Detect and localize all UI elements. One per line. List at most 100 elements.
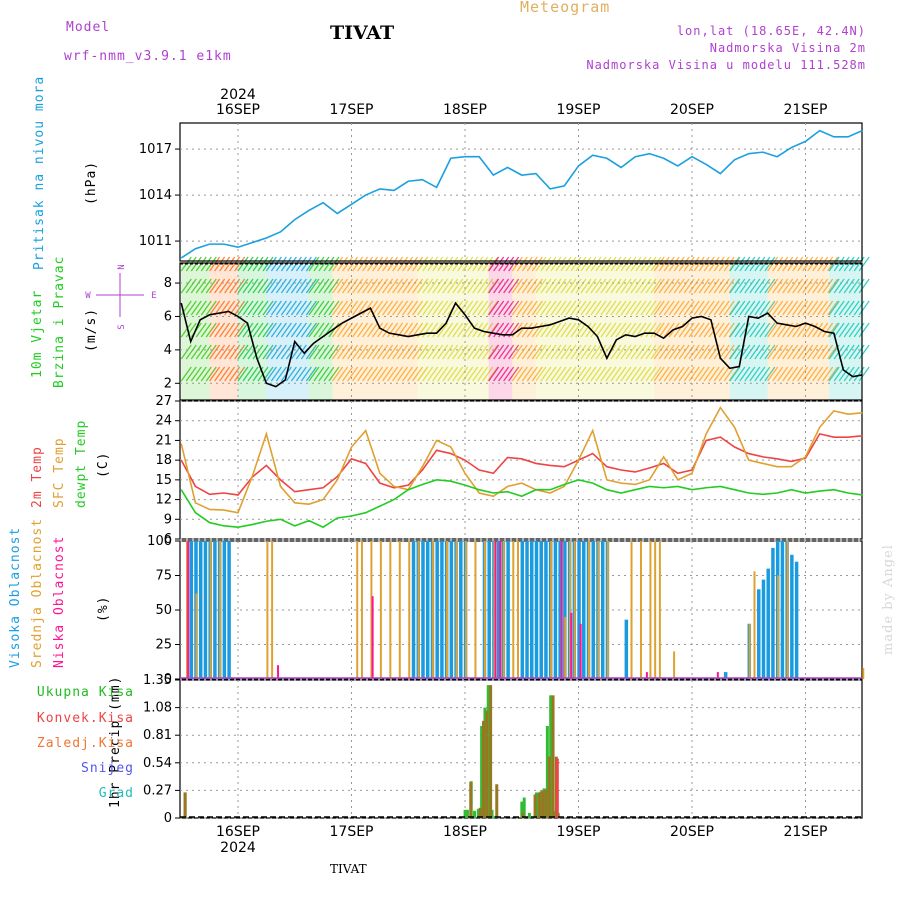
wind-barb xyxy=(214,322,226,338)
wind-barb xyxy=(234,366,246,382)
precip-convective-bar xyxy=(551,695,555,818)
wind-barb xyxy=(703,256,715,272)
cloud-low-bar xyxy=(716,672,719,679)
wind-barb xyxy=(219,366,231,382)
wind-barb xyxy=(457,300,469,316)
y-tick-label: 9 xyxy=(164,512,172,527)
wind-barb xyxy=(848,300,860,316)
wind-barb xyxy=(828,322,840,338)
wind-barb xyxy=(347,278,359,294)
wind-barb xyxy=(565,344,577,360)
wind-barb xyxy=(280,322,292,338)
wind-barb xyxy=(650,300,662,316)
wind-barb xyxy=(653,366,665,382)
day-label-top: 18SEP xyxy=(443,102,487,118)
cloud-low-bar xyxy=(371,596,374,679)
precip-convective-bar xyxy=(489,685,493,818)
wind-barb xyxy=(663,256,675,272)
wind-barb xyxy=(739,366,751,382)
cloud-high-bar xyxy=(766,568,770,679)
wind-barb xyxy=(797,300,809,316)
wind-barb xyxy=(387,366,399,382)
wind-barb xyxy=(673,256,685,272)
wind-barb xyxy=(347,322,359,338)
wind-barb xyxy=(575,344,587,360)
wind-barb xyxy=(275,300,287,316)
wind-barb xyxy=(744,322,756,338)
wind-barb xyxy=(452,322,464,338)
wind-barb xyxy=(224,300,236,316)
wind-barb xyxy=(318,278,330,294)
wind-barb xyxy=(678,300,690,316)
wind-barb xyxy=(234,322,246,338)
y-tick-label: 50 xyxy=(155,603,172,618)
wind-barb xyxy=(718,366,730,382)
wind-barb xyxy=(205,366,217,382)
cloud-low-bar xyxy=(645,672,648,679)
cloud-mid-bar xyxy=(550,541,553,679)
wind-band-8 xyxy=(512,263,536,400)
wind-barb xyxy=(234,278,246,294)
cloud-mid-bar xyxy=(786,541,789,679)
wind-barb xyxy=(508,300,520,316)
wind-barb xyxy=(511,344,523,360)
wind-barb xyxy=(545,322,557,338)
legend-convective-rain: Konvek.Kisa xyxy=(36,711,134,726)
wind-barb xyxy=(265,366,277,382)
wind-barb xyxy=(442,300,454,316)
wind-barb xyxy=(482,278,494,294)
wind-barb xyxy=(482,344,494,360)
wind-barb xyxy=(734,278,746,294)
wind-barb xyxy=(323,300,335,316)
cloud-mid-bar xyxy=(573,541,576,679)
wind-barb xyxy=(688,300,700,316)
cloud-high-bar xyxy=(723,672,728,679)
wind-barb xyxy=(797,322,809,338)
wind-barb xyxy=(843,322,855,338)
cloud-mid-bar xyxy=(474,541,477,679)
y-tick-label: 1.08 xyxy=(143,701,172,716)
wind-barb xyxy=(693,322,705,338)
cloud-high-bar xyxy=(227,541,231,679)
wind-barb xyxy=(595,300,607,316)
wind-barb xyxy=(723,278,735,294)
wind-barb xyxy=(658,322,670,338)
wind-barb xyxy=(332,366,344,382)
wind-barb xyxy=(610,300,622,316)
wind-barb xyxy=(673,278,685,294)
wind-barb xyxy=(645,300,657,316)
wind-barb xyxy=(280,344,292,360)
wind-barb xyxy=(640,366,652,382)
wind-barb xyxy=(620,344,632,360)
wind-barb xyxy=(200,344,212,360)
wind-barb xyxy=(822,344,834,360)
wind-barb xyxy=(180,278,192,294)
wind-barb xyxy=(585,278,597,294)
wind-barb xyxy=(734,300,746,316)
wind-barb xyxy=(759,366,771,382)
wind-barb xyxy=(229,256,241,272)
wind-barb xyxy=(367,278,379,294)
wind-barb xyxy=(540,344,552,360)
wind-barb xyxy=(372,322,384,338)
wind-barb xyxy=(570,278,582,294)
wind-barb xyxy=(432,300,444,316)
cloud-mid-bar xyxy=(408,541,411,679)
wind-barb xyxy=(219,256,231,272)
wind-barb xyxy=(407,344,419,360)
station-footer: TIVAT xyxy=(330,862,367,876)
precip-total-bar xyxy=(480,726,484,818)
wind-barb xyxy=(531,322,543,338)
cloud-mid-bar xyxy=(483,541,486,679)
wind-barb xyxy=(565,278,577,294)
wind-barb xyxy=(462,278,474,294)
wind-barb xyxy=(744,256,756,272)
panel-frame-2 xyxy=(179,400,863,540)
wind-barb xyxy=(180,322,192,338)
wind-barb xyxy=(290,300,302,316)
wind-barb xyxy=(858,322,870,338)
wind-barb xyxy=(605,278,617,294)
y-tick-label: 24 xyxy=(155,414,172,429)
wind-barb xyxy=(437,344,449,360)
